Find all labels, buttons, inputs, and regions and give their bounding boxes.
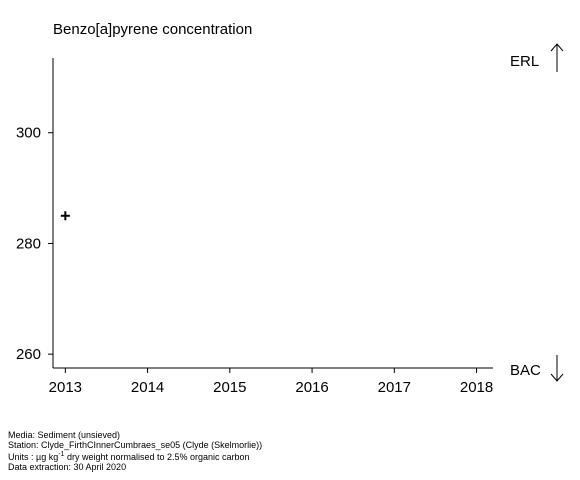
threshold-label-erl: ERL: [510, 53, 539, 70]
x-tick-label: 2014: [131, 379, 164, 396]
y-tick-label: 300: [16, 125, 41, 142]
footer-station: Station: Clyde_FirthCInnerCumbraes_se05 …: [8, 440, 263, 450]
units-exponent: -1: [58, 451, 65, 458]
units-prefix: Units : µg kg: [8, 452, 59, 462]
thresholds: ERL BAC: [510, 43, 564, 382]
x-tick-label: 2017: [378, 379, 411, 396]
chart-footer: Media: Sediment (unsieved) Station: Clyd…: [8, 430, 262, 472]
chart-title: Benzo[a]pyrene concentration: [53, 21, 252, 38]
arrow-up-icon: [550, 43, 564, 72]
footer-units: Units : µg kg-1 dry weight normalised to…: [8, 450, 262, 462]
x-tick-label: 2015: [213, 379, 246, 396]
x-tick-label: 2013: [49, 379, 82, 396]
y-tick-label: 260: [16, 346, 41, 363]
x-tick-label: 2018: [460, 379, 493, 396]
y-tick-label: 280: [16, 235, 41, 252]
arrow-down-icon: [550, 355, 564, 382]
footer-extraction: Data extraction: 30 April 2020: [8, 462, 127, 472]
units-suffix: dry weight normalised to 2.5% organic ca…: [64, 452, 250, 462]
ticks: 2013 2014 2015 2016 2017 2018 260 280 300: [16, 125, 493, 396]
data-point-plus-marker: [60, 211, 70, 221]
axes: [52, 58, 493, 369]
threshold-label-bac: BAC: [510, 362, 541, 379]
data-points: [60, 211, 70, 221]
footer-media: Media: Sediment (unsieved): [8, 430, 121, 440]
x-tick-label: 2016: [295, 379, 328, 396]
